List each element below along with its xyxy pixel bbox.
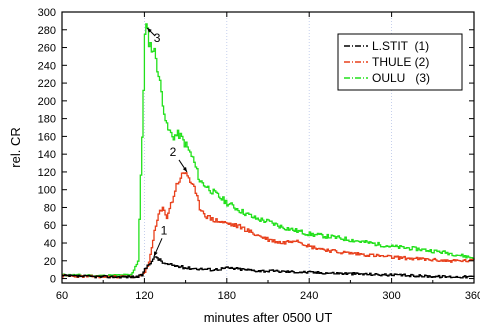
x-axis-label: minutes after 0500 UT — [204, 310, 333, 325]
x-tick-label: 240 — [300, 290, 318, 302]
x-tick-label: 360 — [465, 290, 480, 302]
y-tick-label: 260 — [38, 43, 56, 55]
legend-label-oulu: OULU (3) — [372, 71, 430, 85]
annotation-arrowhead — [147, 27, 152, 33]
x-tick-label: 120 — [135, 290, 153, 302]
y-tick-label: 100 — [38, 185, 56, 197]
annotation-label: 3 — [154, 31, 161, 45]
annotation-label: 2 — [170, 145, 177, 159]
legend-label-lstit: L.STIT (1) — [372, 39, 429, 53]
y-tick-label: 220 — [38, 78, 56, 90]
y-tick-label: 160 — [38, 131, 56, 143]
series-lines — [62, 23, 475, 279]
annotations: 1 2 3 — [146, 27, 188, 257]
series-line-lstit — [62, 256, 475, 279]
legend: L.STIT (1) THULE (2) OULU (3) — [337, 33, 463, 91]
annotation-arrowhead — [182, 167, 187, 172]
annotation-arrowhead — [154, 251, 158, 257]
y-tick-label: 0 — [50, 274, 56, 286]
series-line-oulu — [62, 23, 475, 278]
x-tick-label: 180 — [218, 290, 236, 302]
y-tick-label: 40 — [44, 238, 56, 250]
y-tick-label: 180 — [38, 114, 56, 126]
y-axis-label: rel. CR — [8, 127, 23, 167]
annotation-label: 1 — [161, 223, 168, 237]
y-tick-label: 120 — [38, 167, 56, 179]
axis-ticks — [61, 11, 475, 283]
y-tick-label: 300 — [38, 7, 56, 19]
x-tick-label: 300 — [382, 290, 400, 302]
y-tick-label: 200 — [38, 96, 56, 108]
legend-label-thule: THULE (2) — [372, 55, 429, 69]
x-tick-label: 60 — [56, 290, 68, 302]
y-tick-label: 280 — [38, 25, 56, 37]
y-tick-label: 140 — [38, 149, 56, 161]
y-tick-label: 60 — [44, 220, 56, 232]
tick-labels: 60 120 180 240 300 360 0 20 40 60 80 100 120 140 160 18… — [38, 7, 480, 302]
y-tick-label: 240 — [38, 60, 56, 72]
y-tick-label: 80 — [44, 202, 56, 214]
y-tick-label: 20 — [44, 256, 56, 268]
